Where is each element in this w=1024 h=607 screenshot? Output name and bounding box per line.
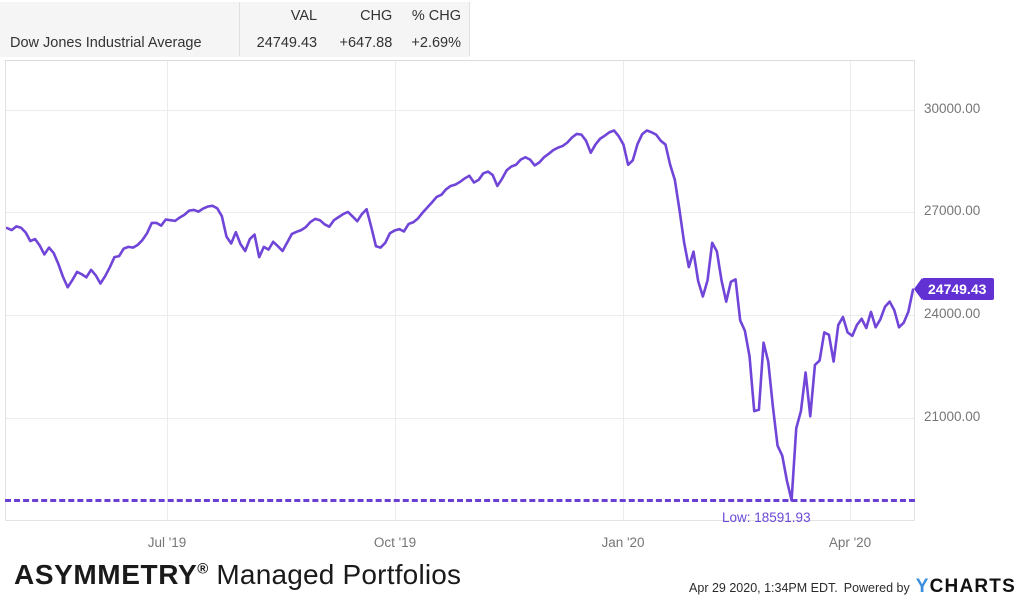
legend-header-name	[0, 2, 241, 29]
y-axis-label-24000: 24000.00	[924, 306, 981, 321]
price-line-series	[6, 129, 914, 502]
legend-header-val: VAL	[290, 7, 318, 24]
powered-by-label: Powered by	[843, 581, 910, 595]
legend-header-pct-chg: % CHG	[396, 2, 471, 29]
x-axis-label-apr-20: Apr '20	[828, 535, 872, 550]
brand-name: ASYMMETRY	[14, 559, 198, 590]
gridline-x-apr-20	[850, 61, 851, 520]
low-annotation-label: Low: 18591.93	[722, 510, 811, 526]
legend-data-row: Dow Jones Industrial Average 24749.43 +6…	[0, 29, 471, 56]
chart-legend: VAL CHG % CHG Dow Jones Industrial Avera…	[0, 2, 471, 57]
legend-change: +647.88	[339, 34, 393, 51]
legend-percent-change: +2.69%	[396, 29, 471, 56]
low-reference-line	[5, 499, 915, 503]
ycharts-logo: YCHARTS	[916, 576, 1016, 598]
chart-credit: Apr 29 2020, 1:34PM EDT. Powered by YCHA…	[689, 576, 1016, 598]
chart-timestamp: Apr 29 2020, 1:34PM EDT.	[689, 581, 838, 595]
x-axis-label-oct-19: Oct '19	[373, 535, 417, 550]
gridline-y-24000	[6, 315, 914, 316]
gridline-x-jan-20	[623, 61, 624, 520]
ycharts-wordmark: CHARTS	[929, 576, 1016, 597]
legend-table: VAL CHG % CHG Dow Jones Industrial Avera…	[0, 2, 471, 56]
gridline-x-oct-19	[395, 61, 396, 520]
gridline-y-21000	[6, 418, 914, 419]
registered-trademark-icon: ®	[197, 560, 209, 578]
legend-header-row: VAL CHG % CHG	[0, 2, 471, 29]
x-axis-label-jan-20: Jan '20	[601, 535, 645, 550]
legend-value: 24749.43	[256, 34, 318, 51]
x-axis-label-jul-19: Jul '19	[147, 535, 187, 550]
gridline-x-jul-19	[167, 61, 168, 520]
brand-tagline: Managed Portfolios	[208, 559, 462, 590]
ycharts-y-letter: Y	[915, 576, 930, 597]
chart-plot-area	[5, 60, 915, 521]
last-value-flag-badge: 24749.43	[913, 277, 995, 300]
y-axis-label-30000: 30000.00	[924, 101, 981, 116]
y-axis-label-21000: 21000.00	[924, 409, 981, 424]
legend-header-chg: CHG	[360, 7, 393, 24]
brand-wordmark: ASYMMETRY® Managed Portfolios	[14, 559, 461, 591]
gridline-y-30000	[6, 110, 914, 111]
legend-series-name: Dow Jones Industrial Average	[0, 29, 241, 56]
gridline-y-27000	[6, 212, 914, 213]
y-axis-label-27000: 27000.00	[924, 203, 981, 218]
